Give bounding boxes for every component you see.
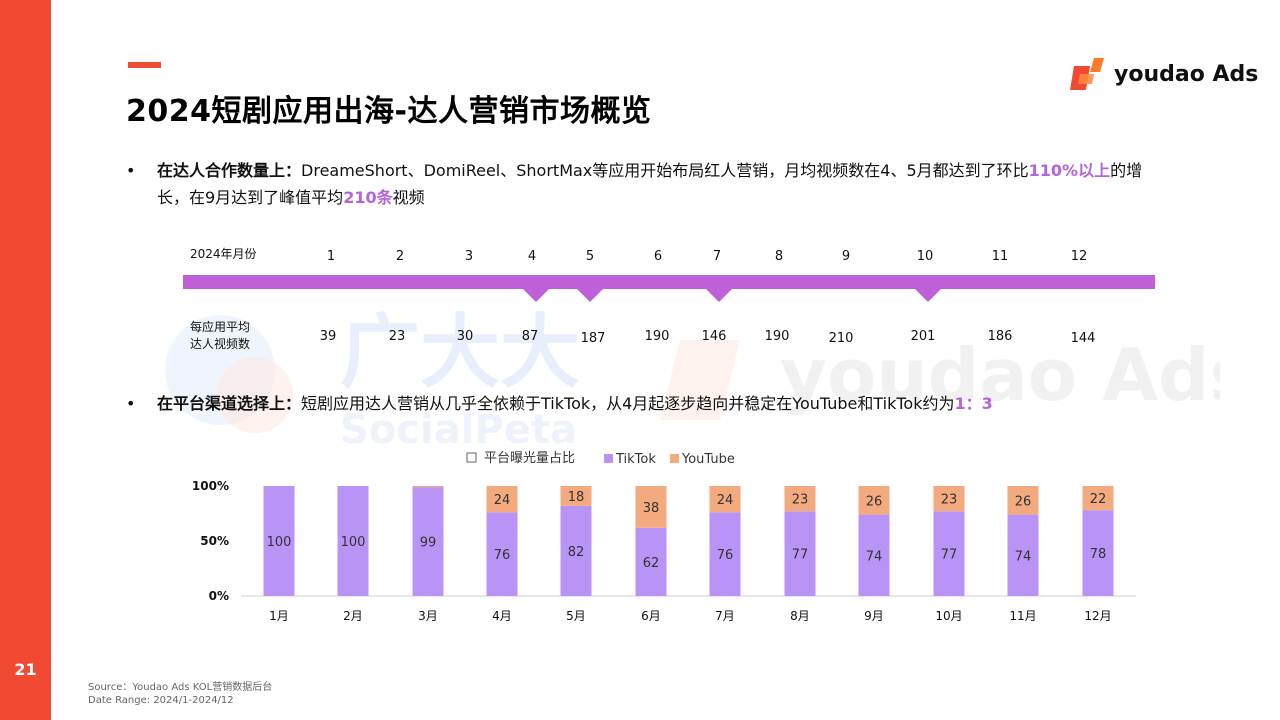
x-tick-label: 5月	[566, 609, 586, 623]
data-label-youtube: 22	[1090, 492, 1107, 507]
bullet-dot: •	[126, 161, 136, 180]
legend-label: YouTube	[681, 452, 735, 467]
data-label-youtube: 24	[717, 493, 734, 508]
bullet-kol-count: • 在达人合作数量上：DreameShort、DomiReel、ShortMax…	[126, 157, 1156, 211]
bullet-text: 视频	[392, 188, 425, 207]
bullet-platform: • 在平台渠道选择上：短剧应用达人营销从几乎全依赖于TikTok，从4月起逐步趋…	[126, 390, 1156, 417]
data-label-tiktok: 74	[1015, 549, 1032, 564]
x-tick-label: 12月	[1084, 609, 1111, 623]
bar-youtube	[412, 486, 444, 488]
data-label-tiktok: 62	[643, 556, 660, 571]
data-label-youtube: 23	[941, 493, 958, 508]
bar-tiktok	[1082, 510, 1114, 596]
x-tick-label: 8月	[790, 609, 810, 623]
bullet-text: 的增长，在9月达到了峰值平均	[157, 161, 1143, 207]
data-label-youtube: 38	[643, 501, 660, 516]
y-tick-label: 0%	[209, 589, 229, 603]
data-label-tiktok: 78	[1090, 547, 1107, 562]
data-label-tiktok: 100	[267, 535, 292, 550]
data-label-tiktok: 76	[717, 548, 734, 563]
bar-youtube	[709, 486, 741, 513]
legend-label: 平台曝光量占比	[484, 451, 575, 466]
x-tick-label: 3月	[418, 609, 438, 623]
data-label-tiktok: 77	[941, 548, 958, 563]
youdao-ads-logo: youdao Ads	[1068, 56, 1258, 92]
data-label-youtube: 23	[792, 493, 809, 508]
page-number: 21	[14, 660, 37, 679]
bar-tiktok	[486, 512, 518, 596]
y-tick-label: 50%	[200, 534, 229, 548]
bar-tiktok	[337, 486, 369, 596]
x-tick-label: 6月	[641, 609, 661, 623]
page-title: 2024短剧应用出海-达人营销市场概览	[126, 94, 652, 129]
bar-youtube	[1082, 486, 1114, 511]
data-label-tiktok: 99	[420, 536, 437, 551]
bar-tiktok	[412, 487, 444, 596]
source-line: Source：Youdao Ads KOL营销数据后台	[88, 682, 273, 693]
bar-tiktok	[635, 527, 667, 596]
legend-label: TikTok	[615, 452, 656, 467]
data-label-youtube: 24	[494, 493, 511, 508]
bar-youtube	[858, 486, 890, 515]
source-note: Source：Youdao Ads KOL营销数据后台 Date Range: …	[88, 681, 272, 707]
data-label-tiktok: 82	[568, 545, 585, 560]
legend-swatch-platform	[466, 452, 477, 463]
bullet-text: 短剧应用达人营销从几乎全依赖于TikTok，从4月起逐步趋向并稳定在YouTub…	[301, 394, 955, 413]
bar-tiktok	[560, 505, 592, 596]
highlight-growth: 110%以上	[1028, 161, 1111, 180]
x-tick-label: 11月	[1009, 609, 1036, 623]
highlight-peak: 210条	[343, 188, 393, 207]
bar-youtube	[1007, 486, 1039, 515]
left-accent-bar	[0, 0, 51, 720]
youdao-logo-icon	[1070, 58, 1104, 90]
bullet-text: DreameShort、DomiReel、ShortMax等应用开始布局红人营销…	[301, 161, 1029, 180]
bar-youtube	[560, 486, 592, 506]
bar-youtube	[933, 486, 965, 512]
bar-tiktok	[784, 511, 816, 596]
bar-tiktok	[263, 486, 295, 596]
data-label-tiktok: 77	[792, 548, 809, 563]
bar-youtube	[486, 486, 518, 513]
y-tick-label: 100%	[192, 479, 229, 493]
bar-youtube	[784, 486, 816, 512]
data-label-tiktok: 100	[341, 535, 366, 550]
legend-swatch-youtube	[670, 454, 679, 463]
highlight-ratio: 1：3	[954, 394, 993, 413]
bullet-lead: 在平台渠道选择上：	[157, 394, 302, 413]
logo-text: youdao Ads	[1114, 61, 1259, 87]
bullet-dot: •	[126, 394, 136, 413]
legend-swatch-tiktok	[604, 454, 613, 463]
data-label-youtube: 26	[1015, 494, 1032, 509]
data-label-youtube: 26	[866, 494, 883, 509]
x-tick-label: 2月	[343, 609, 363, 623]
title-accent-bar	[128, 62, 161, 68]
bar-tiktok	[1007, 514, 1039, 596]
x-tick-label: 9月	[864, 609, 884, 623]
bar-tiktok	[858, 514, 890, 596]
data-label-tiktok: 74	[866, 549, 883, 564]
date-range-line: Date Range: 2024/1-2024/12	[88, 695, 234, 706]
data-label-youtube: 18	[568, 490, 585, 505]
x-tick-label: 1月	[269, 609, 289, 623]
bar-tiktok	[709, 512, 741, 596]
x-tick-label: 7月	[715, 609, 735, 623]
bar-youtube	[635, 486, 667, 528]
bar-tiktok	[933, 511, 965, 596]
x-tick-label: 4月	[492, 609, 512, 623]
x-tick-label: 10月	[935, 609, 962, 623]
bullet-lead: 在达人合作数量上：	[157, 161, 302, 180]
data-label-tiktok: 76	[494, 548, 511, 563]
